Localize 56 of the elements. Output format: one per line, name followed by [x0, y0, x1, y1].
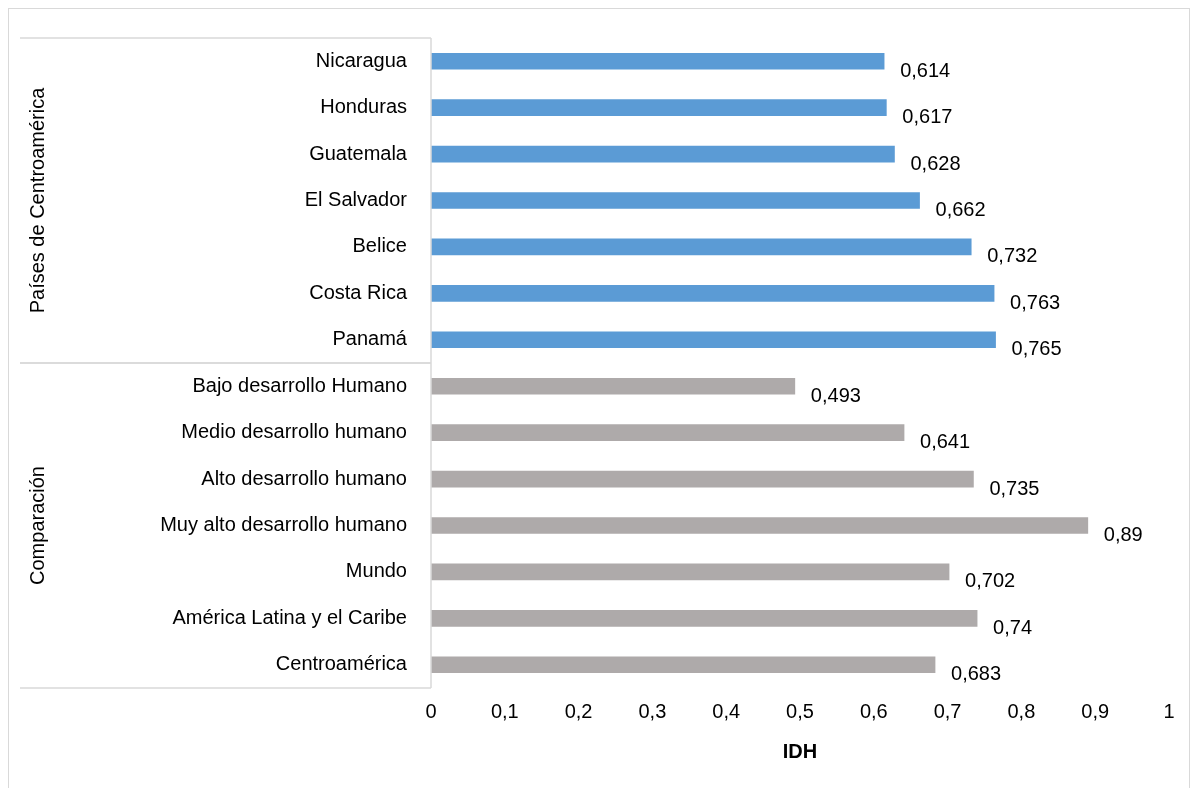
bar: [431, 424, 905, 441]
text: Comparación: [25, 466, 48, 585]
data-label: 0,662: [935, 198, 986, 221]
x-tick-label: 0: [425, 699, 437, 722]
y-tick-label: Costa Rica: [309, 280, 408, 303]
bar: [431, 145, 895, 163]
y-tick-label: Belice: [352, 234, 407, 257]
y-tick-label: Guatemala: [309, 141, 408, 164]
bar: [431, 192, 920, 209]
bar: [431, 99, 887, 116]
x-tick-label: 0,8: [1007, 699, 1036, 722]
x-tick-label: 1: [1163, 699, 1175, 722]
data-label: 0,641: [920, 430, 971, 453]
bar: [431, 610, 978, 627]
x-axis-title: IDH: [782, 739, 818, 762]
bar: [431, 563, 950, 581]
bar: [431, 377, 796, 395]
data-label: 0,702: [965, 569, 1016, 592]
data-label: 0,617: [902, 105, 953, 128]
bar: [431, 656, 936, 674]
bar: [431, 52, 885, 70]
y-tick-label: América Latina y el Caribe: [172, 605, 407, 628]
y-tick-label: Muy alto desarrollo humano: [160, 513, 407, 536]
y-tick-label: Panamá: [332, 327, 408, 350]
y-tick-label: Alto desarrollo humano: [201, 466, 407, 489]
x-tick-label: 0,7: [933, 699, 962, 722]
bar: [431, 517, 1089, 534]
x-tick-label: 0,6: [859, 699, 888, 722]
data-label: 0,732: [987, 244, 1038, 267]
x-tick-label: 0,4: [712, 699, 741, 722]
y-tick-label: Centroamérica: [275, 652, 408, 675]
data-label: 0,493: [810, 383, 861, 406]
y-tick-label: Bajo desarrollo Humano: [192, 373, 407, 396]
x-tick-label: 0,2: [564, 699, 593, 722]
y-tick-label: El Salvador: [304, 188, 408, 211]
data-label: 0,74: [993, 615, 1033, 638]
data-label: 0,628: [910, 151, 961, 174]
x-tick-label: 0,9: [1081, 699, 1110, 722]
bar: [431, 238, 972, 256]
bar: [431, 285, 995, 302]
text: Países de Centroamérica: [25, 86, 48, 314]
data-label: 0,614: [900, 58, 951, 81]
y-tick-label: Honduras: [320, 95, 407, 118]
data-label: 0,763: [1010, 290, 1061, 313]
y-tick-label: Mundo: [345, 559, 407, 582]
x-tick-label: 0,1: [490, 699, 519, 722]
data-label: 0,765: [1011, 337, 1062, 360]
y-tick-label: Medio desarrollo humano: [181, 420, 407, 443]
y-tick-label: Nicaragua: [315, 48, 408, 71]
x-tick-label: 0,3: [638, 699, 667, 722]
data-label: 0,683: [951, 662, 1002, 685]
x-tick-label: 0,5: [786, 699, 814, 722]
data-label: 0,89: [1103, 523, 1143, 546]
bar: [431, 470, 974, 488]
bar: [431, 331, 996, 349]
data-label: 0,735: [989, 476, 1040, 499]
